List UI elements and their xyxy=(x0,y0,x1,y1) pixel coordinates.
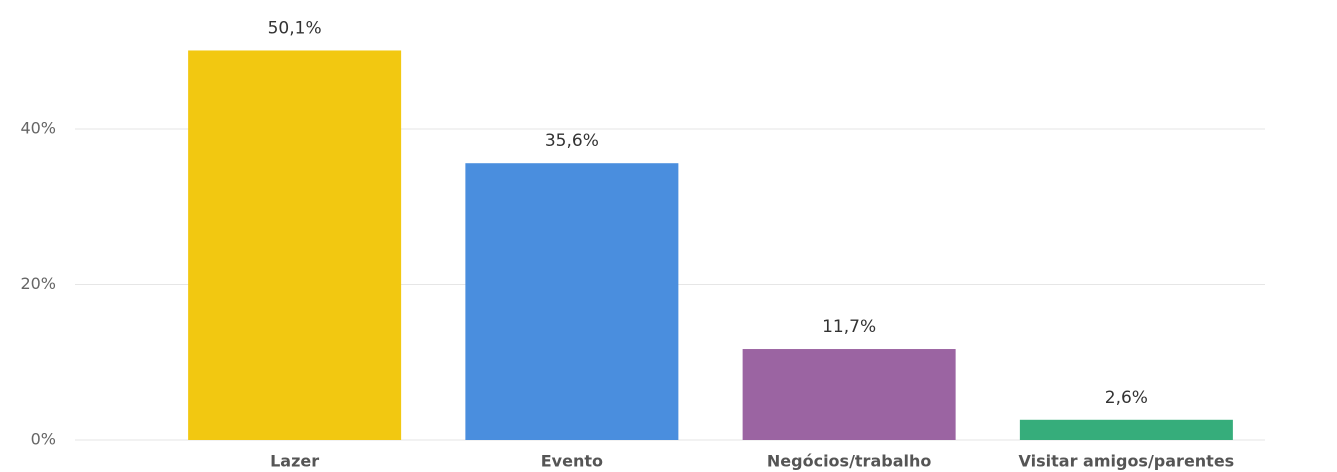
value-label: 35,6% xyxy=(545,131,599,151)
x-tick-label: Evento xyxy=(541,452,603,471)
y-tick-label: 20% xyxy=(20,274,56,293)
bar xyxy=(1019,419,1233,440)
bar xyxy=(188,50,402,440)
value-label: 11,7% xyxy=(822,317,876,337)
bar xyxy=(465,163,679,440)
x-tick-label: Lazer xyxy=(270,452,319,471)
y-tick-label: 0% xyxy=(31,430,56,449)
value-label: 2,6% xyxy=(1105,388,1148,408)
value-label: 50,1% xyxy=(268,18,322,38)
x-tick-label: Visitar amigos/parentes xyxy=(1019,452,1235,471)
bar xyxy=(742,349,956,440)
y-tick-label: 40% xyxy=(20,119,56,138)
x-tick-label: Negócios/trabalho xyxy=(767,452,931,471)
